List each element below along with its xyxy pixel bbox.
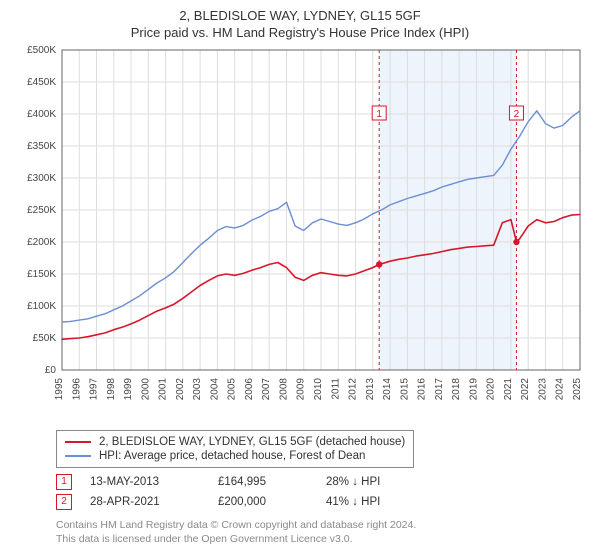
footnote-line: This data is licensed under the Open Gov…: [56, 532, 588, 546]
svg-text:1: 1: [376, 109, 382, 120]
svg-text:2018: 2018: [451, 378, 462, 401]
page-root: { "titles": { "line1": "2, BLEDISLOE WAY…: [0, 0, 600, 560]
svg-text:2004: 2004: [209, 378, 220, 401]
legend-swatch: [65, 455, 91, 457]
svg-text:£100K: £100K: [27, 301, 56, 312]
title-subtitle: Price paid vs. HM Land Registry's House …: [12, 25, 588, 40]
svg-text:2012: 2012: [348, 378, 359, 401]
svg-text:2003: 2003: [192, 378, 203, 401]
event-marker: 1: [56, 474, 72, 490]
legend-label: 2, BLEDISLOE WAY, LYDNEY, GL15 5GF (deta…: [99, 436, 405, 448]
event-marker: 2: [56, 494, 72, 510]
svg-text:2025: 2025: [572, 378, 583, 401]
svg-text:2002: 2002: [175, 378, 186, 401]
svg-text:2013: 2013: [365, 378, 376, 401]
legend-label: HPI: Average price, detached house, Fore…: [99, 450, 365, 462]
svg-text:2000: 2000: [140, 378, 151, 401]
svg-text:2008: 2008: [278, 378, 289, 401]
svg-text:2023: 2023: [537, 378, 548, 401]
event-delta: 28% ↓ HPI: [326, 476, 436, 488]
legend: 2, BLEDISLOE WAY, LYDNEY, GL15 5GF (deta…: [56, 430, 414, 468]
events-table: 1 13-MAY-2013 £164,995 28% ↓ HPI 2 28-APR-202…: [56, 472, 588, 512]
svg-text:2001: 2001: [158, 378, 169, 401]
svg-text:2020: 2020: [486, 378, 497, 401]
svg-text:1995: 1995: [54, 378, 65, 401]
svg-text:£300K: £300K: [27, 173, 56, 184]
svg-text:2010: 2010: [313, 378, 324, 401]
svg-text:2024: 2024: [555, 378, 566, 401]
svg-text:2: 2: [514, 109, 520, 120]
event-row: 1 13-MAY-2013 £164,995 28% ↓ HPI: [56, 472, 588, 492]
svg-text:1996: 1996: [71, 378, 82, 401]
svg-text:£400K: £400K: [27, 109, 56, 120]
svg-text:2016: 2016: [417, 378, 428, 401]
svg-text:2015: 2015: [399, 378, 410, 401]
legend-row: 2, BLEDISLOE WAY, LYDNEY, GL15 5GF (deta…: [65, 435, 405, 449]
svg-text:1998: 1998: [106, 378, 117, 401]
event-price: £200,000: [218, 496, 308, 508]
svg-text:£250K: £250K: [27, 205, 56, 216]
svg-text:2006: 2006: [244, 378, 255, 401]
svg-text:£450K: £450K: [27, 77, 56, 88]
event-row: 2 28-APR-2021 £200,000 41% ↓ HPI: [56, 492, 588, 512]
title-address: 2, BLEDISLOE WAY, LYDNEY, GL15 5GF: [12, 8, 588, 23]
svg-text:£500K: £500K: [27, 45, 56, 56]
svg-text:1999: 1999: [123, 378, 134, 401]
legend-row: HPI: Average price, detached house, Fore…: [65, 449, 405, 463]
footnote-line: Contains HM Land Registry data © Crown c…: [56, 518, 588, 532]
footnote: Contains HM Land Registry data © Crown c…: [56, 518, 588, 546]
svg-text:£50K: £50K: [33, 333, 57, 344]
svg-text:2014: 2014: [382, 378, 393, 401]
svg-text:1997: 1997: [89, 378, 100, 401]
chart-titles: 2, BLEDISLOE WAY, LYDNEY, GL15 5GF Price…: [12, 8, 588, 40]
svg-text:2021: 2021: [503, 378, 514, 401]
line-chart: £0 £50K £100K £150K £200K £250K £300K £350K £400…: [12, 44, 588, 424]
svg-text:2007: 2007: [261, 378, 272, 401]
svg-text:£0: £0: [45, 365, 57, 376]
svg-text:£200K: £200K: [27, 237, 56, 248]
svg-text:2022: 2022: [520, 378, 531, 401]
svg-text:2019: 2019: [468, 378, 479, 401]
event-price: £164,995: [218, 476, 308, 488]
chart-area: £0 £50K £100K £150K £200K £250K £300K £350K £400…: [12, 44, 588, 424]
svg-text:2009: 2009: [296, 378, 307, 401]
svg-text:£350K: £350K: [27, 141, 56, 152]
svg-text:2005: 2005: [227, 378, 238, 401]
svg-text:£150K: £150K: [27, 269, 56, 280]
event-date: 28-APR-2021: [90, 496, 200, 508]
svg-text:2017: 2017: [434, 378, 445, 401]
event-delta: 41% ↓ HPI: [326, 496, 436, 508]
svg-text:2011: 2011: [330, 378, 341, 400]
legend-swatch: [65, 441, 91, 443]
event-date: 13-MAY-2013: [90, 476, 200, 488]
